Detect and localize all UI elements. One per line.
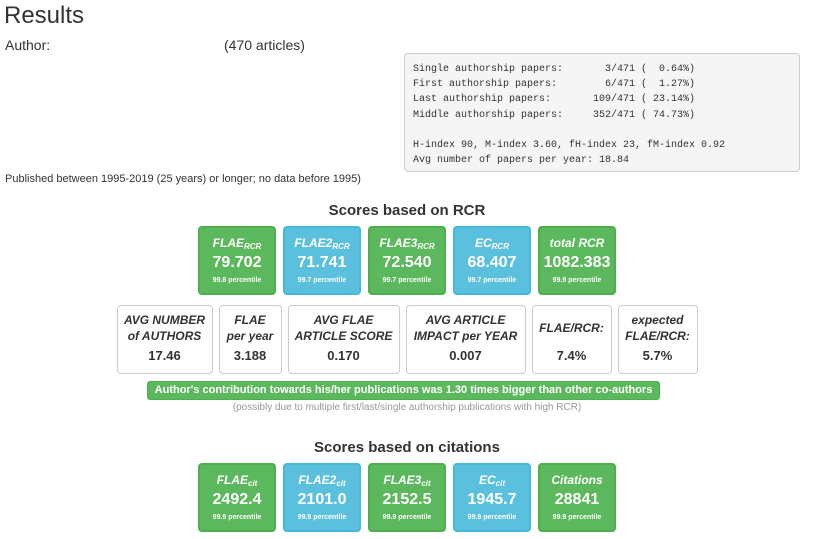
card-value: 2152.5	[382, 491, 432, 508]
card-value: 72.540	[382, 254, 432, 271]
metric-title-line2: IMPACT per YEAR	[413, 329, 518, 343]
card-title: FLAE3RCR	[379, 236, 435, 251]
card-value: 2101.0	[297, 491, 347, 508]
score-card-flae3-cit: FLAE3cit 2152.5 99.9 percentile	[368, 463, 446, 532]
card-value: 28841	[554, 491, 600, 508]
published-range: Published between 1995-2019 (25 years) o…	[5, 173, 361, 185]
metric-title-line1: AVG FLAE	[313, 313, 374, 327]
stat-line-last: Last authorship papers: 109/471 ( 23.14%…	[413, 94, 696, 106]
card-value: 1945.7	[467, 491, 517, 508]
card-title: Citations	[551, 473, 603, 487]
stat-line-middle: Middle authorship papers: 352/471 ( 74.7…	[413, 109, 696, 121]
stat-line-single: Single authorship papers: 3/471 ( 0.64%)	[413, 64, 696, 75]
card-title: FLAERCR	[212, 236, 262, 251]
article-count: (470 articles)	[224, 37, 305, 53]
rcr-section-heading: Scores based on RCR	[328, 202, 486, 219]
stat-line-first: First authorship papers: 6/471 ( 1.27%)	[413, 79, 696, 91]
card-percentile: 99.7 percentile	[382, 277, 432, 284]
index-stats-line: H-index 90, M-index 3.60, fH-index 23, f…	[413, 139, 726, 151]
metric-value: 0.170	[327, 348, 360, 363]
card-percentile: 99.9 percentile	[552, 277, 602, 284]
contribution-banner: Author's contribution towards his/her pu…	[147, 381, 660, 400]
metric-flae-rcr: FLAE/RCR: 7.4%	[531, 305, 612, 374]
metric-title-line2: per year	[226, 329, 274, 343]
metric-avg-article-impact: AVG ARTICLE IMPACT per YEAR 0.007	[405, 305, 526, 374]
card-title: FLAE2cit	[298, 473, 346, 488]
metric-title-line1: FLAE/RCR:	[539, 321, 604, 335]
score-card-total-rcr: total RCR 1082.383 99.9 percentile	[538, 226, 616, 295]
metric-title-line2: ARTICLE SCORE	[294, 329, 393, 343]
score-card-ec-cit: ECcit 1945.7 99.9 percentile	[453, 463, 531, 532]
citations-section-heading: Scores based on citations	[314, 439, 500, 456]
score-card-ec-rcr: ECRCR 68.407 99.7 percentile	[453, 226, 531, 295]
metric-value: 7.4%	[556, 348, 587, 363]
metrics-row: AVG NUMBER of AUTHORS 17.46 FLAE per year …	[0, 305, 814, 374]
metric-value: 5.7%	[642, 348, 673, 363]
card-percentile: 99.9 percentile	[552, 514, 602, 521]
card-title: ECRCR	[474, 236, 509, 251]
card-percentile: 99.9 percentile	[382, 514, 432, 521]
metric-expected-flae-rcr: expected FLAE/RCR: 5.7%	[617, 305, 698, 374]
card-percentile: 99.7 percentile	[467, 277, 517, 284]
score-card-flae2-rcr: FLAE2RCR 71.741 99.7 percentile	[283, 226, 361, 295]
avg-papers-line: Avg number of papers per year: 18.84	[413, 155, 630, 167]
metric-title-line1: FLAE	[234, 313, 266, 327]
metric-title-line1: expected	[631, 313, 684, 327]
card-value: 68.407	[467, 254, 517, 271]
metric-avg-authors: AVG NUMBER of AUTHORS 17.46	[116, 305, 213, 374]
metric-value: 3.188	[233, 348, 267, 363]
metric-title-line2: of AUTHORS	[127, 329, 202, 343]
contribution-note: (possibly due to multiple first/last/sin…	[232, 402, 582, 413]
metric-flae-per-year: FLAE per year 3.188	[218, 305, 282, 374]
metric-title-line1: AVG ARTICLE	[425, 313, 506, 327]
rcr-score-row: FLAERCR 79.702 99.8 percentile FLAE2RCR …	[0, 226, 814, 295]
card-title: FLAE3cit	[383, 473, 431, 488]
card-title: ECcit	[478, 473, 505, 488]
card-value: 79.702	[212, 254, 262, 271]
card-percentile: 99.7 percentile	[297, 277, 347, 284]
card-percentile: 99.9 percentile	[212, 514, 262, 521]
card-percentile: 99.8 percentile	[212, 277, 262, 284]
metric-value: 17.46	[148, 348, 181, 363]
metric-value: 0.007	[449, 348, 482, 363]
card-title: FLAE2RCR	[294, 236, 350, 251]
card-value: 71.741	[297, 254, 347, 271]
card-title: total RCR	[549, 236, 605, 250]
card-title: FLAEcit	[216, 473, 258, 488]
citation-score-row: FLAEcit 2492.4 99.9 percentile FLAE2cit …	[0, 463, 814, 532]
metric-title-line2: FLAE/RCR:	[625, 329, 690, 343]
metric-avg-flae-article-score: AVG FLAE ARTICLE SCORE 0.170	[287, 305, 400, 374]
score-card-flae2-cit: FLAE2cit 2101.0 99.9 percentile	[283, 463, 361, 532]
score-card-flae-rcr: FLAERCR 79.702 99.8 percentile	[198, 226, 276, 295]
author-label: Author:	[5, 37, 51, 53]
card-percentile: 99.9 percentile	[297, 514, 347, 521]
card-value: 2492.4	[212, 491, 262, 508]
authorship-stats-box: Single authorship papers: 3/471 ( 0.64%)…	[404, 53, 800, 172]
page-title: Results	[4, 2, 85, 29]
card-value: 1082.383	[543, 254, 611, 271]
score-card-citations: Citations 28841 99.9 percentile	[538, 463, 616, 532]
card-percentile: 99.9 percentile	[467, 514, 517, 521]
score-card-flae-cit: FLAEcit 2492.4 99.9 percentile	[198, 463, 276, 532]
score-card-flae3-rcr: FLAE3RCR 72.540 99.7 percentile	[368, 226, 446, 295]
metric-title-line1: AVG NUMBER	[123, 313, 206, 327]
